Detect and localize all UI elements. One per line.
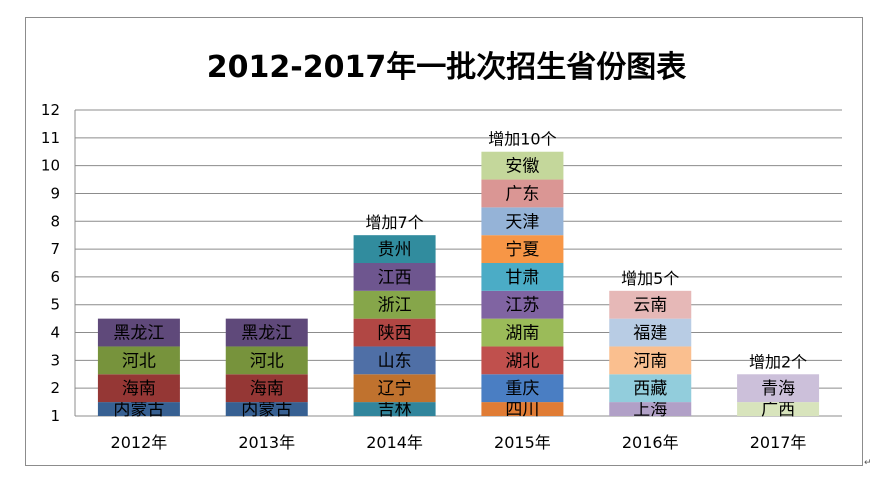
segment-label-广东: 广东 [505, 184, 539, 204]
segment-label-西藏: 西藏 [633, 379, 667, 399]
y-tick-label-3: 3 [50, 351, 60, 369]
segment-label-海南: 海南 [122, 379, 156, 399]
bar-segment-浙江 [353, 290, 436, 319]
segment-label-吉林: 吉林 [378, 400, 412, 420]
paragraph-mark-icon: ↵ [864, 458, 872, 468]
segment-label-辽宁: 辽宁 [378, 379, 412, 399]
segment-label-山东: 山东 [378, 351, 412, 371]
segment-label-广西: 广西 [761, 400, 795, 420]
segment-label-安徽: 安徽 [505, 157, 539, 177]
bar-segment-海南 [97, 374, 180, 403]
segment-label-青海: 青海 [761, 379, 795, 399]
segment-label-江苏: 江苏 [505, 296, 539, 316]
bar-segment-贵州 [353, 235, 436, 263]
bar-segment-海南 [225, 374, 308, 403]
y-tick-label-12: 12 [41, 101, 60, 119]
segment-label-云南: 云南 [633, 296, 667, 316]
segment-label-内蒙古: 内蒙古 [241, 400, 292, 420]
bar-segment-江西 [353, 263, 436, 291]
segment-label-湖南: 湖南 [505, 324, 539, 344]
bar-segment-河南 [609, 346, 692, 375]
bar-segment-河北 [225, 346, 308, 375]
segment-label-江西: 江西 [378, 268, 412, 288]
bar-segment-福建 [609, 318, 692, 347]
annotation-2016年: 增加5个 [621, 269, 679, 288]
annotation-2017年: 增加2个 [749, 352, 807, 371]
bar-segment-云南 [609, 290, 692, 319]
segment-label-河南: 河南 [633, 351, 667, 371]
y-tick-label-4: 4 [50, 324, 60, 342]
segment-label-浙江: 浙江 [378, 296, 412, 316]
segment-label-湖北: 湖北 [505, 351, 539, 371]
bar-segment-广东 [481, 179, 564, 208]
segment-label-河北: 河北 [122, 351, 156, 371]
bar-segment-宁夏 [481, 235, 564, 263]
y-tick-label-1: 1 [50, 407, 60, 425]
segment-label-重庆: 重庆 [505, 379, 539, 399]
segment-label-陕西: 陕西 [378, 324, 412, 344]
bar-segment-内蒙古 [225, 402, 308, 416]
bar-segment-青海 [737, 374, 820, 403]
segment-label-福建: 福建 [633, 324, 667, 344]
y-tick-label-6: 6 [50, 268, 60, 286]
y-tick-label-9: 9 [50, 184, 60, 202]
segment-label-四川: 四川 [505, 400, 539, 420]
bar-segment-广西 [737, 402, 820, 416]
bar-segment-内蒙古 [97, 402, 180, 416]
bar-segment-河北 [97, 346, 180, 375]
bar-segment-山东 [353, 346, 436, 375]
bar-segment-天津 [481, 207, 564, 236]
bar-segment-重庆 [481, 374, 564, 403]
y-tick-label-8: 8 [50, 212, 60, 230]
x-tick-label-2014年: 2014年 [366, 433, 423, 452]
segment-label-黑龙江: 黑龙江 [113, 324, 164, 344]
segment-label-海南: 海南 [250, 379, 284, 399]
annotation-2014年: 增加7个 [365, 213, 423, 232]
bar-segment-上海 [609, 402, 692, 416]
chart-title: 2012-2017年一批次招生省份图表 [206, 50, 687, 85]
segment-label-河北: 河北 [250, 351, 284, 371]
bar-segment-四川 [481, 402, 564, 416]
segment-label-天津: 天津 [505, 212, 539, 232]
bar-segment-黑龙江 [225, 318, 308, 347]
bar-segment-黑龙江 [97, 318, 180, 347]
bar-segment-江苏 [481, 290, 564, 319]
bar-segment-西藏 [609, 374, 692, 403]
bar-segment-甘肃 [481, 263, 564, 291]
y-tick-label-2: 2 [50, 379, 60, 397]
bar-segment-辽宁 [353, 374, 436, 403]
annotation-2015年: 增加10个 [488, 130, 556, 149]
bar-segment-湖北 [481, 346, 564, 375]
segment-label-甘肃: 甘肃 [505, 268, 539, 288]
y-tick-label-10: 10 [41, 157, 60, 175]
x-tick-label-2012年: 2012年 [111, 433, 168, 452]
segment-label-内蒙古: 内蒙古 [113, 400, 164, 420]
segment-label-上海: 上海 [633, 400, 667, 420]
y-tick-label-11: 11 [41, 129, 60, 147]
segment-label-宁夏: 宁夏 [505, 240, 539, 260]
y-tick-label-7: 7 [50, 240, 60, 258]
bar-segment-吉林 [353, 402, 436, 416]
bar-segment-陕西 [353, 318, 436, 347]
bar-segment-安徽 [481, 151, 564, 180]
x-tick-label-2013年: 2013年 [238, 433, 295, 452]
x-tick-label-2017年: 2017年 [750, 433, 807, 452]
y-tick-label-5: 5 [50, 296, 60, 314]
bar-segment-湖南 [481, 318, 564, 347]
segment-label-贵州: 贵州 [378, 240, 412, 260]
segment-label-黑龙江: 黑龙江 [241, 324, 292, 344]
x-tick-label-2016年: 2016年 [622, 433, 679, 452]
x-tick-label-2015年: 2015年 [494, 433, 551, 452]
